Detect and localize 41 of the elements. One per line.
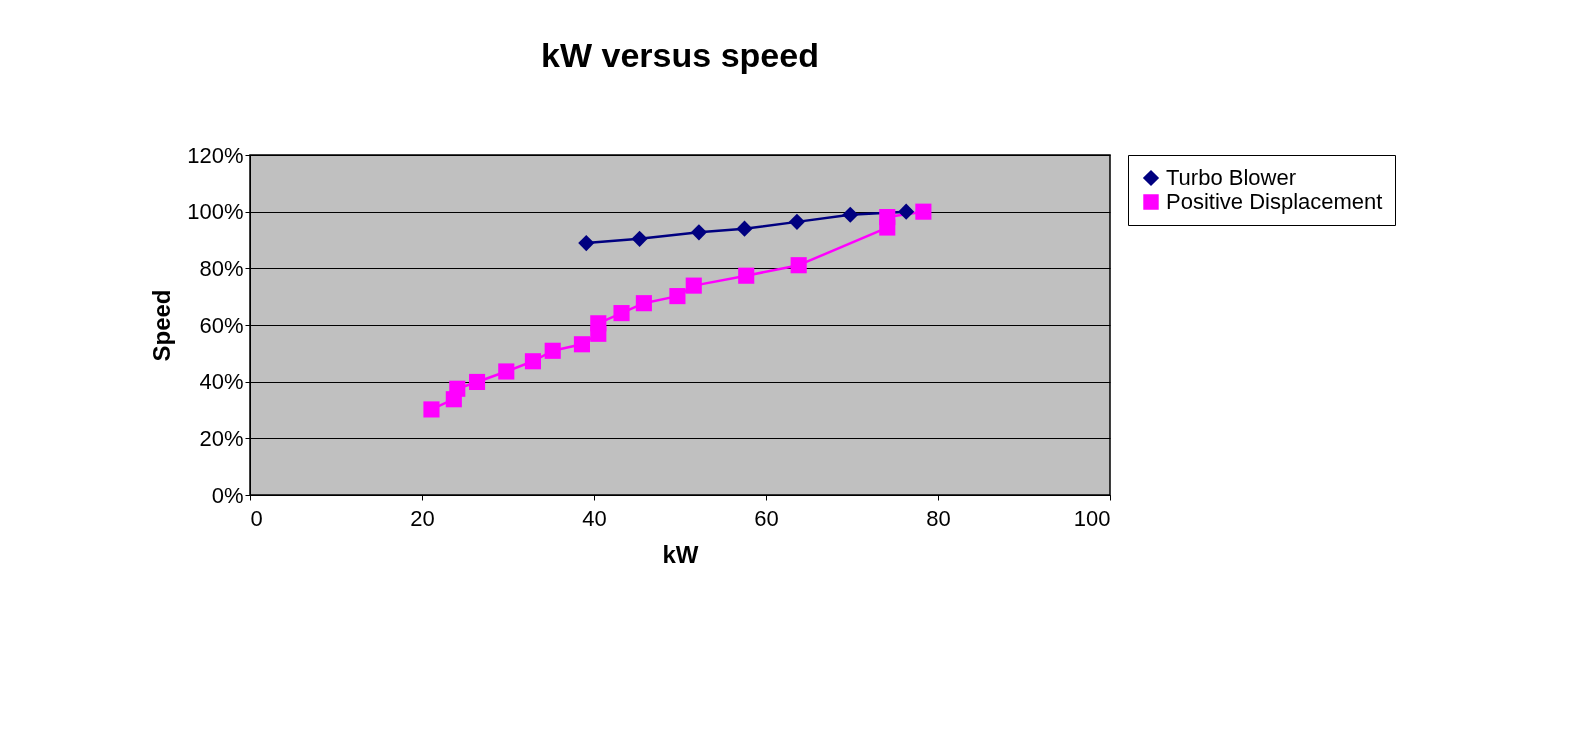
- point: [524, 353, 541, 370]
- point: [788, 213, 806, 230]
- point: [790, 257, 807, 274]
- point: [879, 208, 896, 226]
- point: [423, 401, 440, 418]
- point: [736, 220, 753, 237]
- y-tick-label: 120%: [187, 142, 244, 168]
- legend-label: Positive Displacement: [1166, 189, 1383, 214]
- y-tick-label: 60%: [199, 312, 244, 338]
- x-tick-label: 40: [582, 505, 607, 531]
- chart-title: kW versus speed: [541, 36, 819, 74]
- point: [898, 203, 915, 220]
- x-axis-title: kW: [662, 540, 699, 568]
- x-tick-label: 80: [926, 505, 951, 531]
- point: [468, 373, 486, 391]
- point: [635, 295, 652, 312]
- y-tick-label: 20%: [199, 425, 244, 451]
- y-axis-title: Speed: [148, 289, 176, 362]
- y-tick-label: 100%: [187, 199, 244, 225]
- x-tick-label: 60: [754, 505, 779, 531]
- y-tick-label: 0%: [211, 482, 244, 508]
- point: [915, 203, 932, 220]
- point: [669, 288, 686, 305]
- y-tick-label: 40%: [199, 369, 244, 395]
- point: [573, 336, 591, 353]
- point: [544, 342, 561, 359]
- point: [578, 235, 595, 252]
- x-tick-label: 0: [250, 505, 263, 531]
- legend-label: Turbo Blower: [1166, 165, 1297, 190]
- x-tick-label: 20: [410, 505, 435, 531]
- point: [613, 305, 630, 322]
- point: [690, 224, 707, 241]
- point: [590, 315, 607, 332]
- point: [842, 206, 859, 223]
- x-tick-label: 100: [1073, 505, 1111, 531]
- point: [631, 230, 648, 247]
- point: [685, 277, 702, 294]
- point: [738, 267, 755, 284]
- y-tick-label: 80%: [199, 255, 244, 281]
- point: [449, 380, 466, 397]
- point: [498, 363, 515, 380]
